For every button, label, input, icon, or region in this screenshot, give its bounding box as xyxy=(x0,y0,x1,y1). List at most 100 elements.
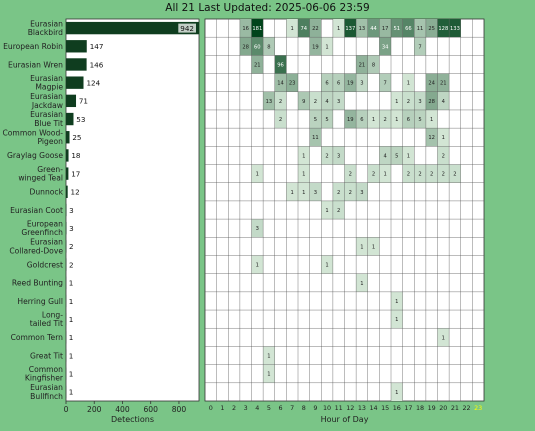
heatmap-cell xyxy=(402,109,415,129)
species-label: winged Teal xyxy=(18,174,63,183)
heatmap-cell xyxy=(437,146,450,165)
heatmap-cell-label: 60 xyxy=(254,44,261,50)
heatmap-cell-label: 5 xyxy=(325,117,328,123)
heatmap-cell-label: 16 xyxy=(242,26,249,32)
species-label: Common Tern xyxy=(11,333,64,342)
heatmap-cell xyxy=(391,291,403,311)
heatmap-cell-label: 1 xyxy=(325,263,328,269)
species-label: Eurasian xyxy=(30,383,63,392)
detection-bar xyxy=(66,76,84,89)
heatmap-cell xyxy=(309,19,322,38)
heatmap-cell xyxy=(239,19,252,38)
heatmap-cell xyxy=(437,73,450,92)
species-label: Pigeon xyxy=(38,137,64,146)
hour-tick-label: 4 xyxy=(255,404,259,412)
hour-tick-label: 8 xyxy=(302,404,306,412)
heatmap-cell xyxy=(332,146,345,165)
hour-tick-label: 16 xyxy=(393,404,401,412)
heatmap-cell xyxy=(425,164,438,183)
species-label: Eurasian Wren xyxy=(8,60,63,69)
x-axis-label: Detections xyxy=(111,415,154,424)
heatmap-cell-label: 3 xyxy=(418,99,421,105)
value-label-bg xyxy=(178,23,196,33)
heatmap-cell-label: 8 xyxy=(267,44,270,50)
heatmap-cell xyxy=(309,128,322,147)
heatmap-cell xyxy=(356,109,368,129)
heatmap-cell-label: 51 xyxy=(394,26,401,32)
x-tick-label: 600 xyxy=(143,405,158,414)
heatmap-cell-label: 6 xyxy=(325,81,328,87)
heatmap-cell xyxy=(414,109,426,129)
heatmap-cell xyxy=(298,164,310,183)
heatmap-cell-label: 4 xyxy=(325,99,329,105)
heatmap-cell xyxy=(437,91,450,110)
value-label-bg xyxy=(68,187,82,197)
species-label: European Robin xyxy=(3,42,63,51)
value-label-bg xyxy=(67,351,76,361)
bar-value-label: 1 xyxy=(69,351,74,360)
heatmap-cell-label: 1 xyxy=(407,81,410,87)
species-label: Kingfisher xyxy=(25,374,64,383)
heatmap-cell-label: 1 xyxy=(395,390,398,396)
detection-bar xyxy=(66,58,87,71)
heatmap-cell xyxy=(321,146,333,165)
heatmap-cell xyxy=(332,73,345,92)
heatmap-cell-label: 1 xyxy=(372,244,375,250)
heatmap-cell-label: 13 xyxy=(266,99,273,105)
heatmap-cell xyxy=(356,73,368,92)
heatmap-cell xyxy=(286,19,298,38)
heatmap-cell xyxy=(437,328,450,347)
chart-title: All 21 Last Updated: 2025-06-06 23:59 xyxy=(165,2,370,14)
x-tick-label: 800 xyxy=(172,405,187,414)
heatmap-cell-label: 1 xyxy=(267,372,270,378)
bar-value-label: 3 xyxy=(69,224,74,233)
detection-bar xyxy=(66,185,68,198)
heatmap-cell-label: 3 xyxy=(314,190,317,196)
heatmap-cell xyxy=(332,91,345,110)
heatmap-cell xyxy=(321,255,333,274)
hour-tick-label: 7 xyxy=(290,404,294,412)
heatmap-cell-label: 1 xyxy=(442,135,445,141)
species-label: Bullfinch xyxy=(30,392,63,401)
heatmap-cell-label: 1 xyxy=(384,172,387,178)
heatmap-cell xyxy=(263,37,275,56)
heatmap-cell xyxy=(309,109,322,129)
value-label-bg xyxy=(67,387,76,397)
heatmap-cell xyxy=(391,91,403,110)
species-label: tailed Tit xyxy=(30,319,63,328)
heatmap-cell xyxy=(425,128,438,147)
heatmap-cell-label: 1 xyxy=(407,153,410,159)
bar-value-label: 1 xyxy=(69,370,74,379)
heatmap-cell xyxy=(263,91,275,110)
heatmap-cell-label: 19 xyxy=(347,81,354,87)
bar-value-label: 25 xyxy=(72,133,81,142)
species-label: Jackdaw xyxy=(31,101,63,110)
heatmap-cell xyxy=(251,55,264,74)
species-label: Goldcrest xyxy=(27,260,63,269)
heatmap-cell-label: 19 xyxy=(347,117,354,123)
value-label-bg xyxy=(67,241,76,251)
bar-value-label: 1 xyxy=(69,297,74,306)
heatmap-cell-label: 9 xyxy=(302,99,305,105)
species-label: Eurasian xyxy=(30,92,63,101)
hour-tick-label: 22 xyxy=(462,404,470,412)
heatmap-cell xyxy=(379,146,391,165)
heatmap-cell-label: 128 xyxy=(438,26,448,32)
hour-tick-label: 23 xyxy=(474,404,482,412)
heatmap-cell-label: 1 xyxy=(325,208,328,214)
heatmap-cell-label: 1 xyxy=(325,44,328,50)
bar-value-label: 146 xyxy=(90,60,104,69)
heatmap-cell-label: 2 xyxy=(337,190,340,196)
heatmap-cell-label: 2 xyxy=(337,208,340,214)
heatmap-cell xyxy=(251,219,264,238)
heatmap-cell xyxy=(449,19,461,38)
species-label: Eurasian xyxy=(30,74,63,83)
species-label: Greenfinch xyxy=(21,228,63,237)
bar-value-label: 2 xyxy=(69,260,74,269)
heatmap-cell xyxy=(298,146,310,165)
bar-value-label: 147 xyxy=(90,42,104,51)
heatmap-cell-label: 137 xyxy=(345,26,355,32)
heatmap-cell-label: 1 xyxy=(360,281,363,287)
